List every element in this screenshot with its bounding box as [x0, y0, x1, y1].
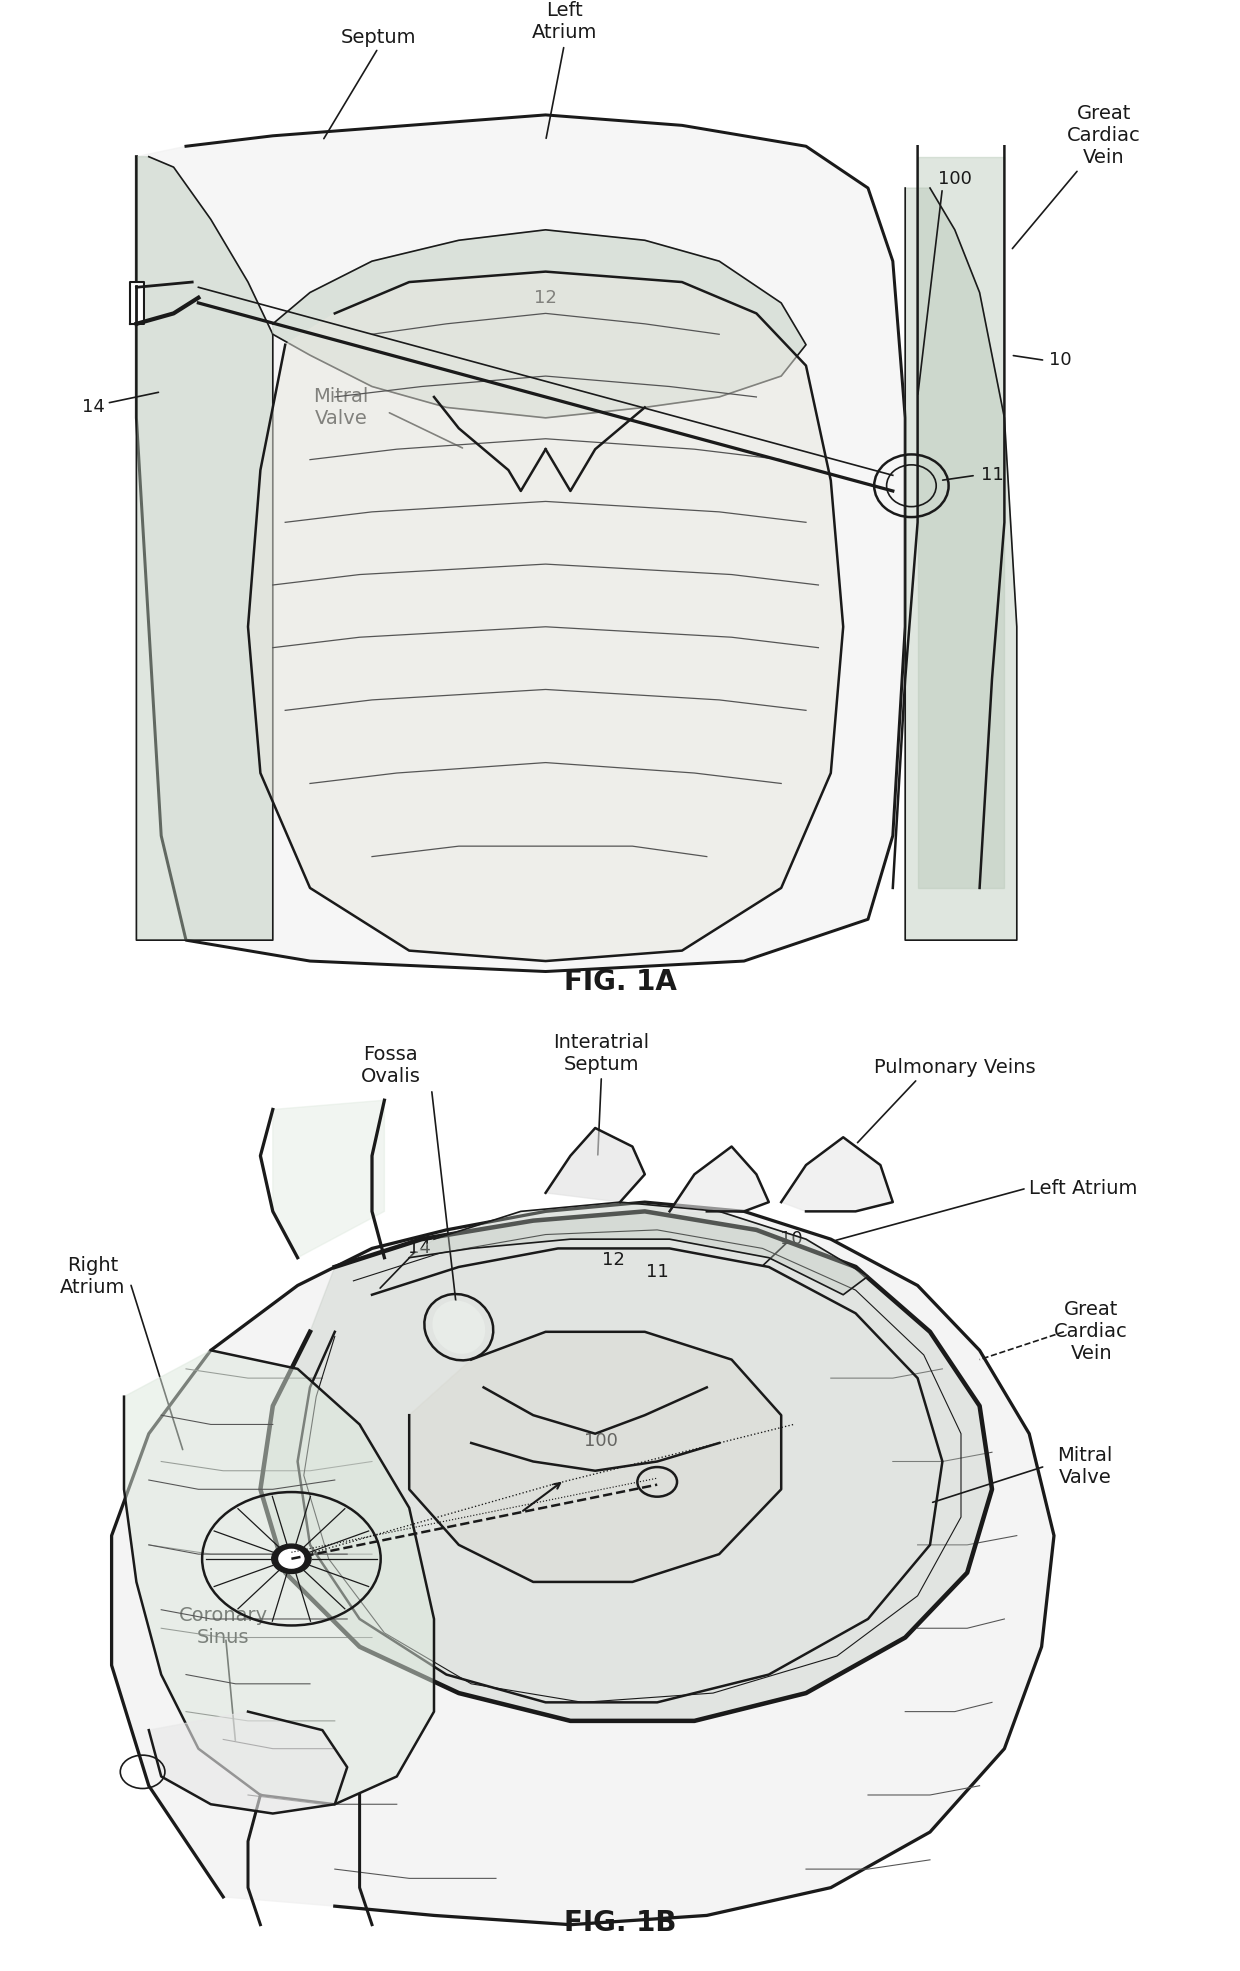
Text: 100: 100 [584, 1433, 619, 1451]
Polygon shape [273, 231, 806, 418]
Polygon shape [781, 1137, 893, 1212]
Polygon shape [248, 272, 843, 962]
Text: Interatrial
Septum: Interatrial Septum [553, 1033, 650, 1074]
Polygon shape [260, 1212, 992, 1721]
Polygon shape [670, 1147, 769, 1212]
Polygon shape [149, 1711, 347, 1813]
Text: 12: 12 [603, 1250, 625, 1269]
Text: Mitral
Valve: Mitral Valve [1058, 1445, 1112, 1486]
Text: Coronary
Sinus: Coronary Sinus [179, 1606, 268, 1648]
Text: 14: 14 [408, 1240, 430, 1257]
Text: Left
Atrium: Left Atrium [532, 0, 596, 41]
Polygon shape [112, 1202, 1054, 1924]
Polygon shape [136, 158, 273, 940]
Text: Fossa
Ovalis: Fossa Ovalis [361, 1045, 420, 1086]
Text: Septum: Septum [341, 28, 415, 47]
Text: 10: 10 [780, 1230, 802, 1248]
Polygon shape [130, 282, 144, 323]
Polygon shape [124, 1350, 434, 1803]
Polygon shape [273, 1100, 384, 1257]
Ellipse shape [433, 1301, 485, 1354]
Text: 100: 100 [937, 170, 972, 187]
Polygon shape [918, 158, 1004, 887]
Polygon shape [409, 1332, 781, 1583]
Text: FIG. 1A: FIG. 1A [563, 968, 677, 995]
Circle shape [279, 1549, 304, 1569]
Text: Left Atrium: Left Atrium [1029, 1179, 1137, 1198]
Text: Great
Cardiac
Vein: Great Cardiac Vein [1054, 1301, 1128, 1364]
Text: 10: 10 [1049, 351, 1071, 369]
Text: 12: 12 [534, 288, 557, 307]
Text: FIG. 1B: FIG. 1B [564, 1908, 676, 1937]
Circle shape [272, 1543, 311, 1573]
Polygon shape [905, 187, 1017, 940]
Text: 14: 14 [82, 398, 104, 416]
Text: Right
Atrium: Right Atrium [61, 1256, 125, 1297]
Text: Pulmonary Veins: Pulmonary Veins [874, 1058, 1035, 1076]
Text: Great
Cardiac
Vein: Great Cardiac Vein [1066, 104, 1141, 168]
Text: 11: 11 [981, 467, 1003, 485]
Text: 11: 11 [646, 1263, 668, 1281]
Polygon shape [546, 1127, 645, 1202]
Polygon shape [409, 1202, 868, 1295]
Polygon shape [136, 114, 905, 972]
Text: Mitral
Valve: Mitral Valve [314, 386, 368, 428]
